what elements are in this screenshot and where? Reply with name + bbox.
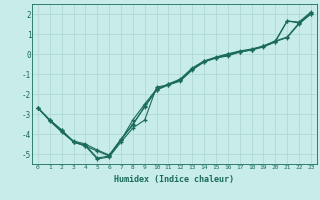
X-axis label: Humidex (Indice chaleur): Humidex (Indice chaleur) xyxy=(115,175,234,184)
